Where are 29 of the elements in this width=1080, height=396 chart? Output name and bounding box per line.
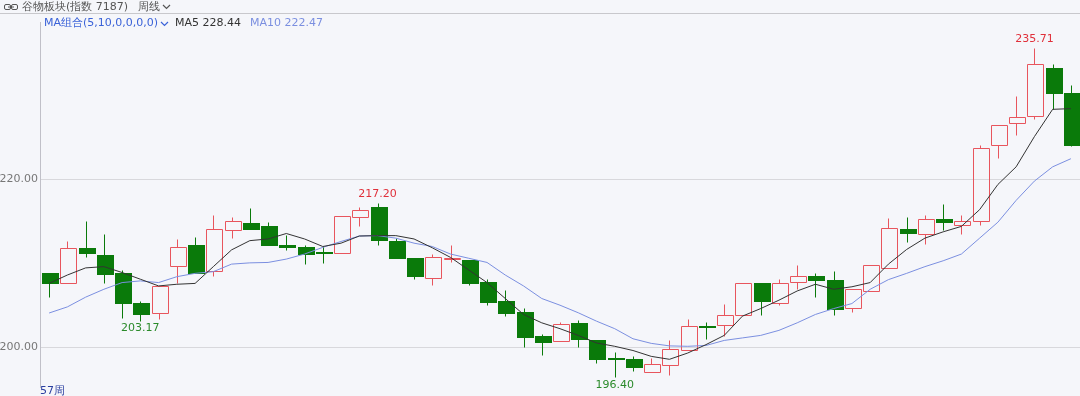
annotation: 203.17 bbox=[121, 320, 160, 334]
candlestick bbox=[425, 254, 442, 286]
legend-title: MA组合(5,10,0,0,0,0) bbox=[44, 16, 159, 29]
candlestick bbox=[790, 265, 807, 290]
annotation: 57周 bbox=[40, 383, 65, 396]
text: MA5 228.44 bbox=[175, 16, 242, 29]
candlestick bbox=[571, 320, 588, 348]
annotation: 217.20 bbox=[358, 187, 397, 201]
candlestick bbox=[589, 340, 606, 364]
candlestick bbox=[1027, 48, 1044, 120]
annotation: 196.40 bbox=[595, 377, 634, 391]
candlestick bbox=[900, 217, 917, 243]
candlestick bbox=[206, 215, 223, 277]
candlestick bbox=[936, 204, 953, 231]
candlestick bbox=[42, 273, 59, 298]
candlestick bbox=[991, 125, 1008, 159]
candlestick bbox=[79, 221, 96, 258]
y-tick-label: 200.00 bbox=[0, 340, 38, 354]
text: MA10 222.47 bbox=[250, 16, 324, 29]
chart-title: 谷物板块(指数 7187) bbox=[22, 0, 129, 13]
candlestick bbox=[808, 273, 825, 298]
candlestick bbox=[1009, 96, 1026, 136]
candlestick bbox=[827, 271, 844, 316]
y-tick-label: 220.00 bbox=[0, 172, 38, 186]
chart-subtitle: 周线 bbox=[138, 0, 161, 13]
candlestick bbox=[152, 286, 169, 320]
annotation: 235.71 bbox=[1015, 32, 1054, 46]
candlestick bbox=[170, 239, 187, 284]
candlestick bbox=[225, 217, 242, 239]
